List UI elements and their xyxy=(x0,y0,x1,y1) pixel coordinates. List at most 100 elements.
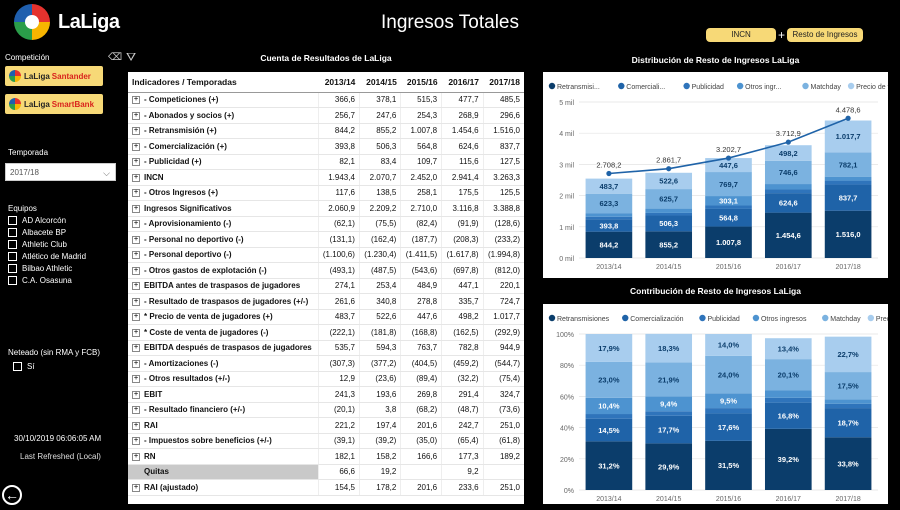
bar-segment[interactable] xyxy=(645,411,693,416)
column-header[interactable]: 2015/16 xyxy=(400,72,442,93)
bar-segment[interactable] xyxy=(585,216,633,220)
bar-segment[interactable] xyxy=(764,397,812,403)
bar-segment[interactable] xyxy=(585,334,633,362)
team-filter-item[interactable]: Athletic Club xyxy=(8,239,67,250)
legend-item[interactable]: Matchday xyxy=(822,314,861,323)
expand-icon[interactable]: + xyxy=(132,452,140,461)
team-filter-item[interactable]: AD Alcorcón xyxy=(8,215,66,226)
bar-segment[interactable] xyxy=(764,338,812,360)
expand-icon[interactable]: + xyxy=(132,390,140,399)
checkbox-box[interactable] xyxy=(8,216,17,225)
bar-segment[interactable] xyxy=(824,399,872,404)
bar-segment[interactable] xyxy=(764,212,812,258)
expand-icon[interactable]: + xyxy=(132,204,140,213)
team-filter-item[interactable]: Atlético de Madrid xyxy=(8,251,86,262)
bar-segment[interactable] xyxy=(705,226,752,258)
expand-icon[interactable]: + xyxy=(132,313,140,322)
bar-segment[interactable] xyxy=(764,428,812,490)
expand-icon[interactable]: + xyxy=(132,251,140,260)
competition-smartbank-button[interactable]: LaLiga SmartBank xyxy=(5,94,103,114)
bar-segment[interactable] xyxy=(705,208,752,227)
legend-item[interactable]: Comercialización xyxy=(622,314,684,323)
bar-segment[interactable] xyxy=(705,408,752,414)
expand-icon[interactable]: + xyxy=(132,158,140,167)
bar-segment[interactable] xyxy=(585,193,633,214)
bar-segment[interactable] xyxy=(705,196,752,206)
expand-icon[interactable]: + xyxy=(132,437,140,446)
expand-icon[interactable]: + xyxy=(132,173,140,182)
checkbox-box[interactable] xyxy=(8,252,17,261)
expand-icon[interactable]: + xyxy=(132,297,140,306)
expand-icon[interactable]: + xyxy=(132,375,140,384)
expand-icon[interactable]: + xyxy=(132,328,140,337)
column-header[interactable]: 2013/14 xyxy=(318,72,360,93)
bar-segment[interactable] xyxy=(585,397,633,415)
bar-segment[interactable] xyxy=(705,205,752,209)
checkbox-box[interactable] xyxy=(8,276,17,285)
bar-segment[interactable] xyxy=(645,362,693,397)
bar-segment[interactable] xyxy=(645,215,693,232)
bar-segment[interactable] xyxy=(705,393,752,409)
bar-segment[interactable] xyxy=(824,408,872,438)
bar-segment[interactable] xyxy=(585,178,633,194)
expand-icon[interactable]: + xyxy=(132,344,140,353)
legend-item[interactable]: Precio de v... xyxy=(847,82,896,91)
temporada-select[interactable]: 2017/18 ⌵ xyxy=(5,163,116,181)
legend-item[interactable]: Precio de venta ... xyxy=(867,314,900,323)
legend-item[interactable]: Matchday xyxy=(802,82,841,91)
expand-icon[interactable]: + xyxy=(132,359,140,368)
checkbox-box[interactable] xyxy=(8,228,17,237)
legend-item[interactable]: Comerciali... xyxy=(618,82,665,91)
bar-segment[interactable] xyxy=(824,403,872,409)
expand-icon[interactable]: + xyxy=(132,189,140,198)
column-header[interactable]: Indicadores / Temporadas xyxy=(128,72,319,93)
column-header[interactable]: 2016/17 xyxy=(441,72,484,93)
checkbox-box[interactable] xyxy=(8,264,17,273)
team-filter-item[interactable]: Albacete BP xyxy=(8,227,66,238)
bar-segment[interactable] xyxy=(705,158,752,173)
bar-segment[interactable] xyxy=(824,210,872,258)
legend-item[interactable]: Retransmisi... xyxy=(548,82,600,91)
competition-santander-button[interactable]: LaLiga Santander xyxy=(5,66,103,86)
total-point[interactable] xyxy=(666,166,672,172)
bar-segment[interactable] xyxy=(705,334,752,356)
bar-segment[interactable] xyxy=(645,231,693,258)
bar-segment[interactable] xyxy=(764,189,812,194)
bar-segment[interactable] xyxy=(585,418,633,442)
bar-segment[interactable] xyxy=(824,120,872,153)
bar-segment[interactable] xyxy=(645,443,693,490)
expand-icon[interactable]: + xyxy=(132,483,140,492)
legend-item[interactable]: Publicidad xyxy=(683,82,724,91)
bar-segment[interactable] xyxy=(824,336,872,373)
bar-segment[interactable] xyxy=(645,396,693,412)
bar-segment[interactable] xyxy=(824,176,872,181)
expand-icon[interactable]: + xyxy=(132,111,140,120)
expand-icon[interactable]: + xyxy=(132,142,140,151)
bar-segment[interactable] xyxy=(764,193,812,213)
expand-icon[interactable]: + xyxy=(132,421,140,430)
bar-segment[interactable] xyxy=(645,208,693,213)
bar-segment[interactable] xyxy=(585,414,633,419)
bar-segment[interactable] xyxy=(705,413,752,441)
bar-segment[interactable] xyxy=(764,402,812,429)
bar-segment[interactable] xyxy=(585,231,633,258)
team-filter-item[interactable]: C.A. Osasuna xyxy=(8,275,72,286)
bar-segment[interactable] xyxy=(645,172,693,190)
eraser-icon[interactable]: ⌫ xyxy=(108,52,123,63)
bar-segment[interactable] xyxy=(585,441,633,490)
column-header[interactable]: 2014/15 xyxy=(359,72,401,93)
legend-item[interactable]: Otros ingr... xyxy=(736,82,781,91)
bar-segment[interactable] xyxy=(645,189,693,209)
team-filter-item[interactable]: Bilbao Athletic xyxy=(8,263,72,274)
bar-segment[interactable] xyxy=(764,160,812,185)
bar-segment[interactable] xyxy=(585,361,633,398)
expand-icon[interactable]: + xyxy=(132,235,140,244)
expand-icon[interactable]: + xyxy=(132,127,140,136)
bar-segment[interactable] xyxy=(824,372,872,400)
bar-segment[interactable] xyxy=(764,145,812,161)
bar-segment[interactable] xyxy=(764,184,812,190)
bar-segment[interactable] xyxy=(824,184,872,211)
bar-segment[interactable] xyxy=(824,437,872,490)
bar-segment[interactable] xyxy=(705,440,752,490)
total-point[interactable] xyxy=(606,170,612,177)
